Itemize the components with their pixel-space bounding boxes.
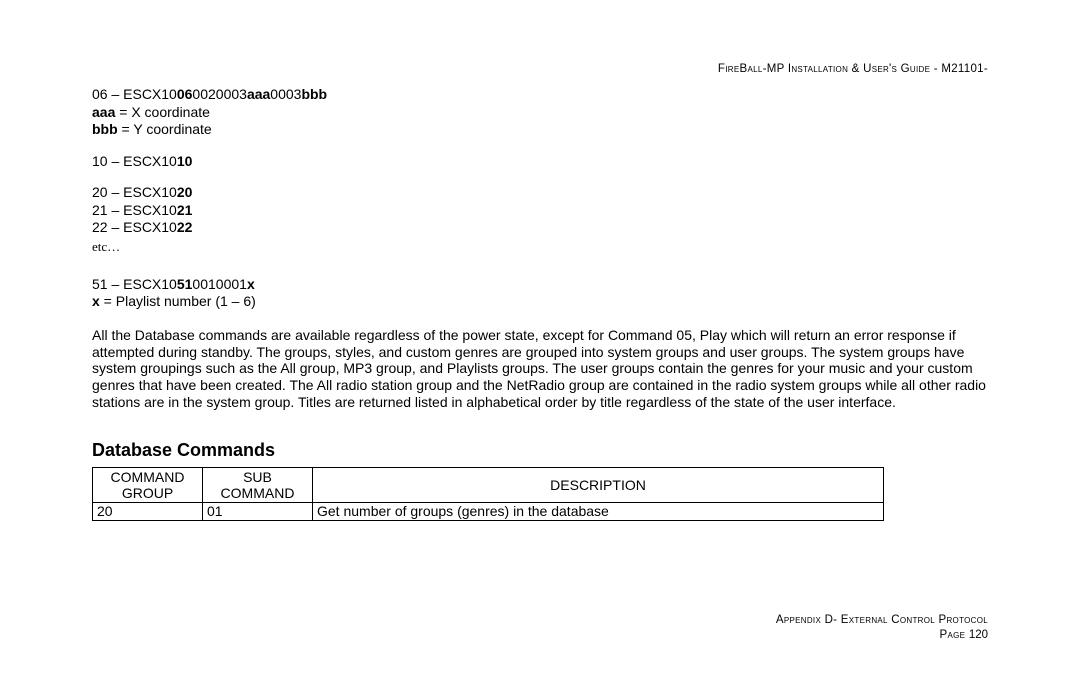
code-line-06: 06 – ESCX10060020003aaa0003bbb: [92, 86, 988, 104]
code-51-prefix: 51 – ESCX10: [92, 276, 177, 292]
cell-sub: 01: [203, 503, 313, 520]
th-sub-l1: SUB: [243, 469, 272, 485]
footer-page-label: Page: [940, 629, 969, 641]
code-21-prefix: 21 – ESCX10: [92, 202, 177, 218]
code-line-20: 20 – ESCX1020: [92, 184, 988, 202]
footer-page: Page 120: [776, 628, 988, 644]
code-etc: etc…: [92, 239, 988, 255]
spacer: [92, 139, 988, 153]
code-51-bold: 51: [177, 276, 193, 292]
code-06-bold2: aaa: [247, 86, 270, 102]
cell-group: 20: [93, 503, 203, 520]
x-desc: = Playlist number (1 – 6): [100, 293, 256, 309]
x-label: x: [92, 293, 100, 309]
th-group-l1: COMMAND: [111, 469, 185, 485]
code-20-prefix: 20 – ESCX10: [92, 184, 177, 200]
footer-right: Appendix D- External Control Protocol Pa…: [776, 613, 988, 644]
table-row: 20 01 Get number of groups (genres) in t…: [93, 503, 884, 520]
code-21-bold: 21: [177, 202, 193, 218]
commands-table: COMMAND GROUP SUB COMMAND DESCRIPTION 20…: [92, 467, 884, 520]
code-bbb: bbb = Y coordinate: [92, 121, 988, 139]
th-command-group: COMMAND GROUP: [93, 468, 203, 503]
code-line-21: 21 – ESCX1021: [92, 202, 988, 220]
bbb-desc: = Y coordinate: [118, 121, 212, 137]
header-right: FireBall-MP Installation & User's Guide …: [718, 62, 988, 76]
aaa-label: aaa: [92, 104, 115, 120]
content-block: 06 – ESCX10060020003aaa0003bbb aaa = X c…: [92, 86, 988, 521]
spacer: [92, 170, 988, 184]
code-line-51: 51 – ESCX10510010001x: [92, 276, 988, 294]
code-aaa: aaa = X coordinate: [92, 104, 988, 122]
code-51-mid: 0010001: [192, 276, 247, 292]
aaa-desc: = X coordinate: [115, 104, 210, 120]
code-06-mid2: 0003: [270, 86, 301, 102]
page: FireBall-MP Installation & User's Guide …: [0, 0, 1080, 698]
section-title: Database Commands: [92, 439, 988, 462]
code-x: x = Playlist number (1 – 6): [92, 293, 988, 311]
th-desc-text: DESCRIPTION: [550, 477, 646, 493]
code-20-bold: 20: [177, 184, 193, 200]
footer-appendix: Appendix D- External Control Protocol: [776, 613, 988, 629]
code-line-22: 22 – ESCX1022: [92, 219, 988, 237]
code-51-boldx: x: [247, 276, 255, 292]
table-header-row: COMMAND GROUP SUB COMMAND DESCRIPTION: [93, 468, 884, 503]
code-06-prefix: 06 – ESCX10: [92, 86, 177, 102]
footer-page-num: 120: [969, 629, 988, 641]
th-sub-command: SUB COMMAND: [203, 468, 313, 503]
th-description: DESCRIPTION: [313, 468, 884, 503]
code-22-bold: 22: [177, 219, 193, 235]
cell-desc: Get number of groups (genres) in the dat…: [313, 503, 884, 520]
code-line-10: 10 – ESCX1010: [92, 153, 988, 171]
bbb-label: bbb: [92, 121, 118, 137]
th-group-l2: GROUP: [122, 485, 173, 501]
code-10-bold: 10: [177, 153, 193, 169]
spacer: [92, 268, 988, 276]
code-06-mid1: 0020003: [192, 86, 247, 102]
th-sub-l2: COMMAND: [221, 485, 295, 501]
database-paragraph: All the Database commands are available …: [92, 327, 988, 411]
code-10-prefix: 10 – ESCX10: [92, 153, 177, 169]
code-06-bold3: bbb: [301, 86, 327, 102]
code-06-bold1: 06: [177, 86, 193, 102]
code-22-prefix: 22 – ESCX10: [92, 219, 177, 235]
